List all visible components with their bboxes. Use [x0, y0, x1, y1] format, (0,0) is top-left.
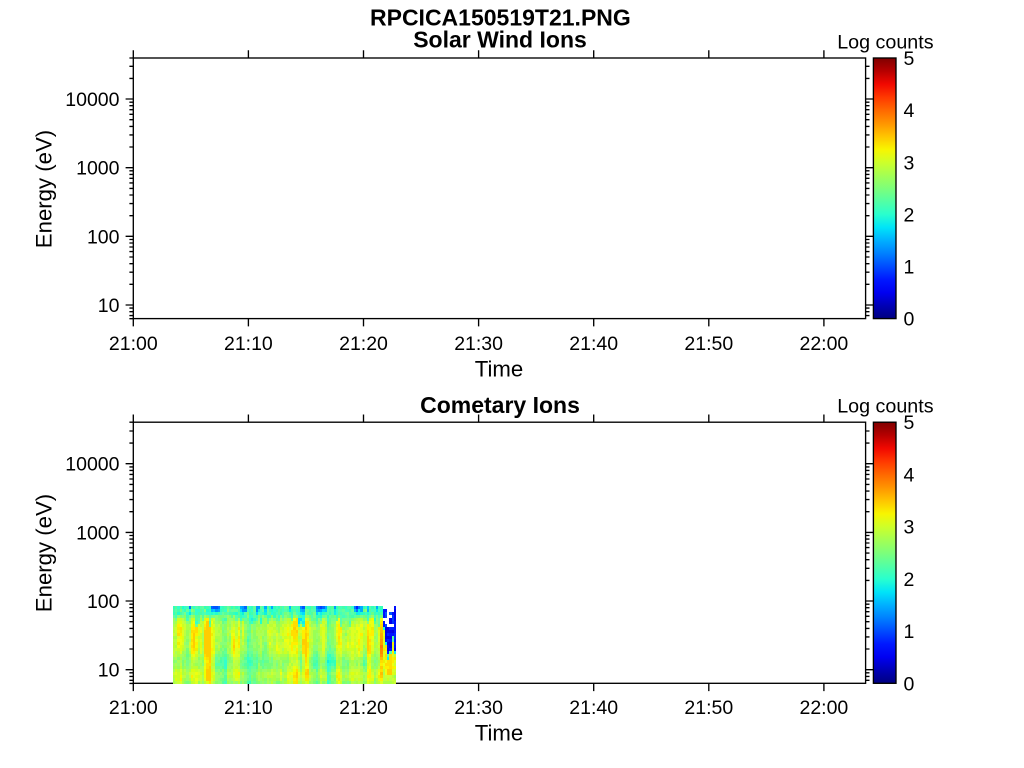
svg-text:21:00: 21:00 — [109, 333, 158, 355]
svg-text:21:40: 21:40 — [569, 333, 618, 355]
svg-text:Log counts: Log counts — [837, 395, 933, 417]
svg-text:0: 0 — [904, 673, 915, 695]
svg-text:1: 1 — [904, 621, 915, 643]
svg-text:Cometary Ions: Cometary Ions — [420, 392, 580, 418]
svg-text:21:10: 21:10 — [224, 697, 273, 719]
svg-text:21:20: 21:20 — [339, 697, 388, 719]
svg-text:1000: 1000 — [76, 158, 120, 180]
svg-text:3: 3 — [904, 517, 915, 539]
svg-text:21:40: 21:40 — [569, 697, 618, 719]
svg-text:5: 5 — [904, 412, 915, 434]
svg-text:RPCICA150519T21.PNG: RPCICA150519T21.PNG — [370, 5, 631, 31]
svg-text:Solar Wind Ions: Solar Wind Ions — [413, 26, 587, 52]
svg-text:21:30: 21:30 — [454, 333, 503, 355]
svg-text:21:10: 21:10 — [224, 333, 273, 355]
svg-text:10000: 10000 — [65, 89, 119, 111]
svg-text:1000: 1000 — [76, 522, 120, 544]
svg-text:22:00: 22:00 — [799, 697, 848, 719]
svg-text:5: 5 — [904, 48, 915, 70]
svg-text:21:30: 21:30 — [454, 697, 503, 719]
svg-text:1: 1 — [904, 257, 915, 279]
svg-text:21:20: 21:20 — [339, 333, 388, 355]
svg-text:10: 10 — [98, 295, 120, 317]
svg-text:0: 0 — [904, 309, 915, 331]
svg-text:Time: Time — [475, 357, 523, 382]
svg-text:21:00: 21:00 — [109, 697, 158, 719]
svg-text:Energy (eV): Energy (eV) — [32, 494, 57, 612]
svg-text:10: 10 — [98, 660, 120, 682]
svg-text:21:50: 21:50 — [684, 697, 733, 719]
svg-text:2: 2 — [904, 204, 915, 226]
svg-text:100: 100 — [87, 226, 120, 248]
svg-text:4: 4 — [904, 465, 915, 487]
svg-text:22:00: 22:00 — [799, 333, 848, 355]
svg-text:21:50: 21:50 — [684, 333, 733, 355]
svg-text:10000: 10000 — [65, 454, 119, 476]
svg-text:2: 2 — [904, 569, 915, 591]
svg-text:4: 4 — [904, 100, 915, 122]
svg-text:Time: Time — [475, 721, 523, 746]
svg-text:Energy (eV): Energy (eV) — [32, 130, 57, 248]
svg-text:Log counts: Log counts — [837, 31, 933, 53]
svg-text:3: 3 — [904, 152, 915, 174]
svg-text:100: 100 — [87, 591, 120, 613]
